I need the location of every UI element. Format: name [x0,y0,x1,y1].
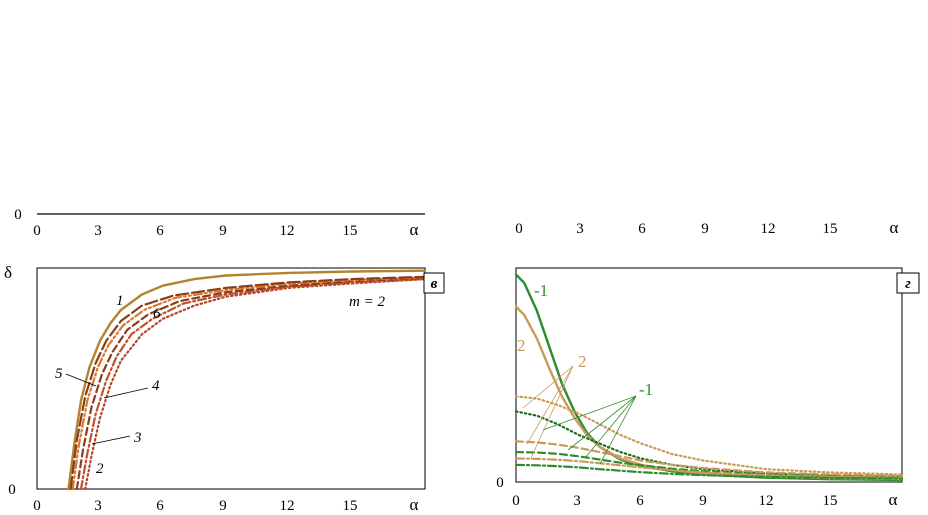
panel-c-plot [67,269,427,491]
top-left-x-tick-9: 9 [219,223,227,239]
top-left-x-tick-15: 15 [343,223,358,239]
top-right-x-tick-0: 0 [515,221,523,237]
panel-d-series-6-curve [514,457,904,479]
panel-d-letter: г [905,276,911,292]
top-left-x-tick-12: 12 [280,223,295,239]
panel-c-letter: в [431,276,438,292]
panel-d-leaders-green [542,395,637,465]
panel-top-right: 0 3 6 9 12 15 α [515,218,898,237]
panel-d-curve-label-minus1-group: -1 [639,380,653,399]
panel-d-series-1-curve [514,305,904,481]
panel-d-x-tick-3: 3 [573,493,581,509]
top-right-x-tick-15: 15 [823,221,838,237]
panel-d-x-tick-0: 0 [512,493,520,509]
panel-c-curve-label-2: 2 [96,461,104,477]
panel-c-series-0-curve [67,269,427,491]
panel-c-curve-label-4: 4 [152,378,160,394]
panel-d-leaders-tan [522,365,574,459]
panel-d-series-5-curve [514,450,904,479]
top-right-x-axis-symbol: α [890,218,899,237]
panel-d-series-2-curve [514,395,904,476]
panel-c-curve-label-1: 1 [116,293,124,309]
panel-d-letter-box [896,272,920,294]
panel-c-curve-label-6: 6 [153,306,161,322]
panel-top-left: 0 0 3 6 9 12 15 α [14,207,425,239]
panel-d-leader-green-1 [542,395,637,431]
panel-c-x-tick-12: 12 [280,498,295,514]
panel-c-frame [36,267,426,490]
panel-c-series-3-curve [75,276,427,491]
panel-c-annotation: m = 2 [349,294,385,310]
top-right-x-tick-3: 3 [576,221,584,237]
panel-c-x-tick-15: 15 [343,498,358,514]
top-left-x-tick-6: 6 [156,223,164,239]
top-left-x-axis-symbol: α [410,220,419,239]
panel-d-curve-label-minus1-top: -1 [534,281,548,300]
panel-c-series-5-curve [69,275,427,491]
panel-d-leader-green-2 [567,395,637,451]
panel-d-leader-green-3 [584,395,637,459]
top-right-x-tick-6: 6 [638,221,646,237]
panel-d-x-axis-symbol: α [889,490,898,509]
panel-d-leader-tan-1 [522,365,574,409]
panel-d-x-tick-6: 6 [636,493,644,509]
top-left-x-tick-3: 3 [94,223,102,239]
panel-c-y-axis-symbol: δ [4,263,12,282]
panel-c-leader-4 [103,387,149,399]
panel-d-series-7-curve [514,463,904,480]
panel-d-y-tick-0: 0 [496,475,504,491]
panel-d-series-0-curve [514,273,904,482]
panel-d-curve-label-2-group: 2 [578,352,587,371]
panel-c-x-tick-9: 9 [219,498,227,514]
panel-d: 0 0 3 6 9 12 15 α г -1 2 2 -1 [496,267,920,509]
panel-c-curve-label-5: 5 [55,366,63,382]
panel-d-x-tick-9: 9 [699,493,707,509]
panel-d-x-tick-12: 12 [759,493,774,509]
top-left-y-tick-0: 0 [14,207,22,223]
panel-c-x-axis-symbol: α [410,495,419,514]
panel-c-curve-label-3: 3 [133,430,142,446]
panel-d-leader-tan-3 [530,365,574,459]
panel-d-frame [515,267,903,483]
panel-c-leader-3 [91,435,131,445]
panel-c-y-tick-0: 0 [8,482,16,498]
panel-c-x-tick-3: 3 [94,498,102,514]
top-right-x-tick-9: 9 [701,221,709,237]
panel-d-x-tick-15: 15 [823,493,838,509]
panel-c-letter-box [423,272,445,294]
panel-c-leader-5 [65,373,97,387]
panel-d-series-4-curve [514,440,904,477]
panel-c-x-tick-6: 6 [156,498,164,514]
panel-d-curve-label-2-left: 2 [517,336,526,355]
panel-d-plot [514,273,904,482]
panel-d-leader-tan-2 [526,365,574,445]
top-right-x-tick-12: 12 [761,221,776,237]
panel-d-series-3-curve [514,410,904,478]
panel-c: δ 0 0 3 6 9 12 15 α в m = 2 1 6 5 4 3 2 [4,263,445,514]
top-left-x-tick-0: 0 [33,223,41,239]
panel-c-series-2-curve [79,278,427,491]
panel-d-leader-green-4 [599,395,637,465]
panel-c-x-tick-0: 0 [33,498,41,514]
